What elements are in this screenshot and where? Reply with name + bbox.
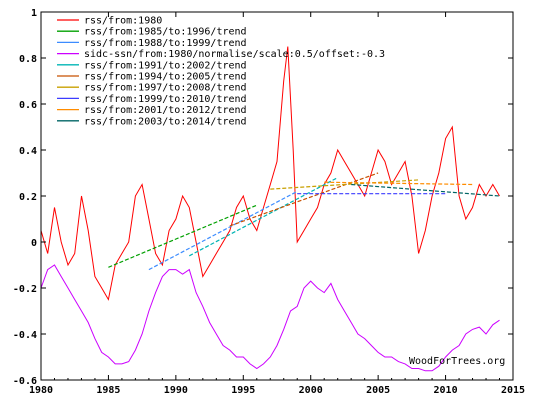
y-tick-label: -0.2: [13, 284, 37, 295]
series-line-3: [40, 264, 500, 372]
legend: rss/from:1980rss/from:1985/to:1996/trend…: [57, 16, 385, 127]
series-line-4: [189, 177, 338, 257]
series-line-5: [229, 172, 379, 227]
x-tick-label: 2015: [501, 385, 525, 396]
y-tick-label: 0.2: [19, 192, 37, 203]
legend-label: rss/from:1985/to:1996/trend: [84, 27, 247, 38]
x-tick-label: 1995: [231, 385, 255, 396]
y-tick-label: 0.6: [19, 100, 37, 111]
x-tick-label: 2005: [366, 385, 390, 396]
series-line-8: [324, 181, 473, 186]
legend-label: rss/from:1988/to:1999/trend: [84, 38, 247, 49]
x-tick-label: 1985: [96, 385, 120, 396]
y-tick-label: 0.4: [19, 146, 37, 157]
x-tick-label: 2000: [299, 385, 323, 396]
series-line-2: [148, 190, 298, 271]
legend-label: sidc-ssn/from:1980/normalise/scale:0.5/o…: [84, 49, 385, 60]
legend-label: rss/from:1980: [84, 16, 162, 27]
x-tick-label: 2010: [434, 385, 458, 396]
legend-label: rss/from:1994/to:2005/trend: [84, 72, 247, 83]
series-line-0: [40, 46, 500, 301]
y-tick-label: 1: [31, 8, 37, 19]
legend-label: rss/from:1997/to:2008/trend: [84, 83, 247, 94]
legend-label: rss/from:2001/to:2012/trend: [84, 105, 247, 116]
legend-label: rss/from:1999/to:2010/trend: [84, 94, 247, 105]
x-tick-label: 1990: [164, 385, 188, 396]
axes: 1980 1985 1990 1995 2000 2005 2010 2015 1 0.8 0.6 0…: [13, 8, 525, 396]
legend-label: rss/from:2003/to:2014/trend: [84, 116, 247, 127]
y-tick-label: -0.4: [13, 330, 37, 341]
y-tick-label: 0: [31, 238, 37, 249]
legend-label: rss/from:1991/to:2002/trend: [84, 60, 247, 71]
series-line-1: [108, 204, 258, 268]
watermark: WoodForTrees.org: [409, 356, 505, 367]
y-tick-label: 0.8: [19, 54, 37, 65]
y-tick-label: -0.6: [13, 376, 37, 387]
series-line-6: [270, 179, 419, 190]
plot-area: [40, 46, 500, 372]
x-tick-label: 1980: [29, 385, 53, 396]
series-line-9: [351, 183, 500, 197]
